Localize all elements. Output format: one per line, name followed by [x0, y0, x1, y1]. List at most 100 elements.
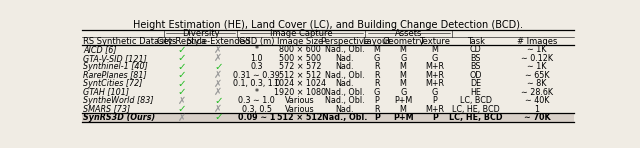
Text: G: G — [432, 88, 438, 96]
Text: ✓: ✓ — [177, 79, 186, 89]
Text: Texture: Texture — [419, 37, 451, 46]
Text: P: P — [374, 96, 379, 105]
Text: 1024 × 1024: 1024 × 1024 — [274, 79, 326, 88]
Text: ∼ 0.12K: ∼ 0.12K — [521, 54, 553, 63]
Text: ✗: ✗ — [214, 70, 223, 80]
Text: CD: CD — [470, 45, 481, 54]
Text: Geometry: Geometry — [382, 37, 424, 46]
Text: Height Estimation (HE), Land Cover (LC), and Building Change Detection (BCD).: Height Estimation (HE), Land Cover (LC),… — [133, 20, 523, 30]
Text: 0.3, 0.5: 0.3, 0.5 — [242, 104, 272, 114]
Text: RS Synthetic Datasets: RS Synthetic Datasets — [83, 37, 177, 46]
Text: ✓: ✓ — [214, 96, 223, 106]
Text: BS: BS — [470, 54, 481, 63]
Text: ∼ 40K: ∼ 40K — [525, 96, 549, 105]
Text: M+R: M+R — [426, 71, 444, 80]
Text: Style-Extended: Style-Extended — [186, 37, 250, 46]
Text: ✓: ✓ — [214, 112, 223, 123]
Text: Nad.: Nad. — [335, 79, 354, 88]
Text: M: M — [400, 71, 406, 80]
Text: R: R — [374, 79, 380, 88]
Text: *: * — [255, 88, 259, 96]
Text: M: M — [400, 79, 406, 88]
Text: ✗: ✗ — [214, 79, 223, 89]
Text: 500 × 500: 500 × 500 — [279, 54, 321, 63]
Text: Layout: Layout — [363, 37, 391, 46]
Text: 572 × 572: 572 × 572 — [279, 62, 321, 71]
Text: M: M — [373, 45, 380, 54]
Text: GTA-V-SID [121]: GTA-V-SID [121] — [83, 54, 147, 63]
Text: BS: BS — [470, 62, 481, 71]
Text: ∼ 65K: ∼ 65K — [525, 71, 549, 80]
Text: SyntheWorld [83]: SyntheWorld [83] — [83, 96, 154, 105]
Text: G: G — [374, 88, 380, 96]
Text: Task: Task — [467, 37, 484, 46]
Text: 800 × 600: 800 × 600 — [279, 45, 321, 54]
Text: LC, HE, BCD: LC, HE, BCD — [452, 104, 499, 114]
Text: ✗: ✗ — [214, 87, 223, 97]
Text: Synthinel-1 [40]: Synthinel-1 [40] — [83, 62, 148, 71]
Text: ✓: ✓ — [177, 87, 186, 97]
Text: ✗: ✗ — [214, 53, 223, 63]
Text: Nad.: Nad. — [335, 62, 354, 71]
Text: GSD (m): GSD (m) — [239, 37, 275, 46]
Text: ✗: ✗ — [177, 96, 186, 106]
Text: ✓: ✓ — [177, 62, 186, 72]
Text: 0.31 ∼ 0.39: 0.31 ∼ 0.39 — [233, 71, 280, 80]
Text: SynRS3D (Ours): SynRS3D (Ours) — [83, 113, 156, 122]
Text: ∼ 8K: ∼ 8K — [527, 79, 547, 88]
Text: RarePlanes [81]: RarePlanes [81] — [83, 71, 147, 80]
Text: ∼ 70K: ∼ 70K — [524, 113, 550, 122]
Text: HE: HE — [470, 88, 481, 96]
Text: M: M — [400, 104, 406, 114]
Text: ✓: ✓ — [214, 62, 223, 72]
Text: Nad., Obl.: Nad., Obl. — [322, 113, 367, 122]
Bar — [81, 113, 575, 122]
Text: OD: OD — [469, 71, 482, 80]
Text: M: M — [400, 45, 406, 54]
Text: Image Size: Image Size — [277, 37, 323, 46]
Text: R: R — [374, 104, 380, 114]
Text: P: P — [374, 113, 380, 122]
Text: P: P — [433, 96, 437, 105]
Text: GTAH [101]: GTAH [101] — [83, 88, 129, 96]
Text: ✓: ✓ — [177, 45, 186, 55]
Text: Perspective: Perspective — [320, 37, 369, 46]
Text: 0.1, 0.3, 1.0: 0.1, 0.3, 1.0 — [233, 79, 280, 88]
Text: *: * — [255, 45, 259, 54]
Text: G: G — [400, 88, 406, 96]
Text: 1.0: 1.0 — [250, 54, 263, 63]
Text: City-Replica: City-Replica — [157, 37, 207, 46]
Text: P+M: P+M — [393, 113, 413, 122]
Text: M: M — [431, 45, 438, 54]
Text: AICD [6]: AICD [6] — [83, 45, 116, 54]
Text: ✗: ✗ — [214, 45, 223, 55]
Text: M+R: M+R — [426, 79, 444, 88]
Text: M+R: M+R — [426, 62, 444, 71]
Text: Image Capture: Image Capture — [270, 29, 333, 38]
Text: ✗: ✗ — [214, 104, 223, 114]
Text: ∼ 1K: ∼ 1K — [527, 45, 547, 54]
Text: Various: Various — [285, 96, 315, 105]
Text: 512 × 512: 512 × 512 — [277, 113, 323, 122]
Text: ∼ 1K: ∼ 1K — [527, 62, 547, 71]
Text: R: R — [374, 62, 380, 71]
Text: 0.09 ∼ 1: 0.09 ∼ 1 — [238, 113, 275, 122]
Text: LC, HE, BCD: LC, HE, BCD — [449, 113, 502, 122]
Text: 1920 × 1080: 1920 × 1080 — [274, 88, 326, 96]
Text: P+M: P+M — [394, 96, 412, 105]
Text: ∼ 28.6K: ∼ 28.6K — [521, 88, 553, 96]
Text: ✓: ✓ — [177, 104, 186, 114]
Text: Various: Various — [285, 104, 315, 114]
Text: Nad., Obl.: Nad., Obl. — [325, 71, 364, 80]
Text: 0.3: 0.3 — [250, 62, 263, 71]
Text: M+R: M+R — [426, 104, 444, 114]
Text: Nad.: Nad. — [335, 104, 354, 114]
Text: SMARS [73]: SMARS [73] — [83, 104, 130, 114]
Text: Nad., Obl.: Nad., Obl. — [325, 96, 364, 105]
Text: Assets: Assets — [395, 29, 422, 38]
Text: G: G — [432, 54, 438, 63]
Text: ✓: ✓ — [177, 70, 186, 80]
Text: R: R — [374, 71, 380, 80]
Text: ✓: ✓ — [177, 53, 186, 63]
Text: G: G — [374, 54, 380, 63]
